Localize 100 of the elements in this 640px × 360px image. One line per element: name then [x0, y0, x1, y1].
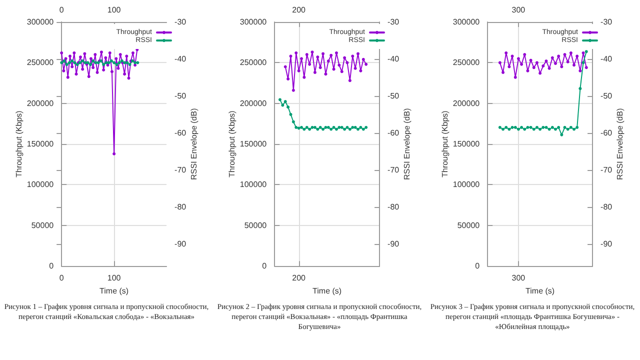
point — [302, 76, 306, 79]
point — [68, 54, 72, 58]
y2-tick-label: -30 — [600, 18, 613, 26]
point — [305, 53, 308, 56]
point — [125, 54, 128, 58]
y-tick-label: 150000 — [240, 140, 268, 149]
point — [324, 126, 328, 129]
point — [508, 65, 511, 68]
category-label: 200 — [292, 6, 306, 14]
point — [60, 51, 64, 54]
point — [318, 126, 322, 129]
point — [286, 77, 290, 80]
point — [330, 128, 333, 131]
point — [131, 51, 134, 54]
point — [354, 66, 357, 70]
point — [92, 66, 95, 70]
y2-tick-label: -90 — [600, 239, 613, 248]
x-tick-label: 200 — [292, 274, 306, 283]
point — [516, 128, 520, 131]
point — [569, 51, 572, 54]
point — [550, 126, 554, 129]
point — [502, 128, 505, 131]
point — [114, 57, 118, 60]
point — [504, 51, 508, 54]
y-axis-title: Throughput (Kbps) — [14, 110, 24, 178]
point — [544, 126, 548, 129]
point — [576, 126, 579, 129]
line-series — [498, 50, 588, 136]
point — [316, 55, 320, 58]
y2-tick-label: -60 — [388, 128, 400, 138]
point — [348, 79, 352, 82]
point — [529, 126, 532, 129]
y2-tick-label: -80 — [388, 202, 400, 212]
point — [362, 128, 365, 131]
y2-tick-label: -60 — [600, 128, 613, 138]
y-axis-title: Throughput (Kbps) — [228, 110, 236, 178]
point — [343, 128, 346, 131]
point — [326, 126, 330, 129]
point — [563, 53, 566, 56]
point — [508, 128, 511, 131]
point — [510, 126, 514, 129]
point — [289, 112, 292, 116]
y2-axis-title: RSSI Envelope (dB) — [402, 108, 412, 180]
point — [127, 76, 130, 80]
point — [502, 70, 505, 74]
y-tick-label: 50000 — [244, 220, 268, 230]
point — [87, 75, 90, 78]
y2-tick-label: -90 — [388, 239, 400, 248]
y2-tick-label: -90 — [174, 239, 187, 248]
y2-tick-label: -50 — [388, 91, 400, 100]
point — [297, 69, 300, 72]
point — [356, 52, 360, 56]
point — [326, 60, 330, 63]
point — [110, 70, 114, 74]
point — [334, 51, 338, 54]
point — [318, 66, 322, 70]
point — [332, 68, 336, 71]
y-tick-label: 250000 — [26, 58, 54, 68]
point — [292, 88, 295, 92]
point — [343, 56, 346, 60]
point — [313, 70, 316, 74]
category-label: 300 — [512, 6, 526, 14]
point — [94, 53, 97, 56]
point — [62, 69, 66, 72]
point — [322, 128, 325, 131]
point — [108, 51, 112, 54]
point — [104, 56, 108, 60]
point — [510, 54, 514, 58]
point — [538, 72, 542, 75]
point — [302, 128, 306, 131]
y2-axis-title: RSSI Envelope (dB) — [190, 108, 198, 180]
point — [364, 62, 368, 66]
point — [66, 76, 70, 79]
x2-tick-label: 100 — [107, 6, 122, 14]
point — [578, 69, 582, 72]
point — [116, 66, 120, 70]
point — [523, 53, 526, 56]
point — [584, 66, 588, 70]
y2-tick-label: -50 — [600, 91, 613, 100]
point — [548, 66, 551, 70]
point — [134, 64, 137, 67]
y-tick-label: 0 — [49, 262, 54, 271]
point — [569, 126, 572, 129]
point — [284, 100, 287, 104]
y-tick-label: 0 — [262, 262, 268, 271]
point — [278, 98, 282, 102]
point — [334, 128, 338, 131]
point — [578, 87, 582, 90]
point — [356, 128, 360, 131]
point — [313, 126, 316, 129]
point — [532, 128, 536, 131]
point — [74, 72, 78, 76]
x-axis-title: Time (s) — [312, 286, 342, 296]
point — [354, 126, 357, 129]
point — [560, 133, 564, 136]
point — [563, 126, 566, 129]
point — [526, 69, 530, 72]
point — [582, 51, 585, 54]
point — [316, 128, 320, 131]
point — [498, 126, 502, 129]
